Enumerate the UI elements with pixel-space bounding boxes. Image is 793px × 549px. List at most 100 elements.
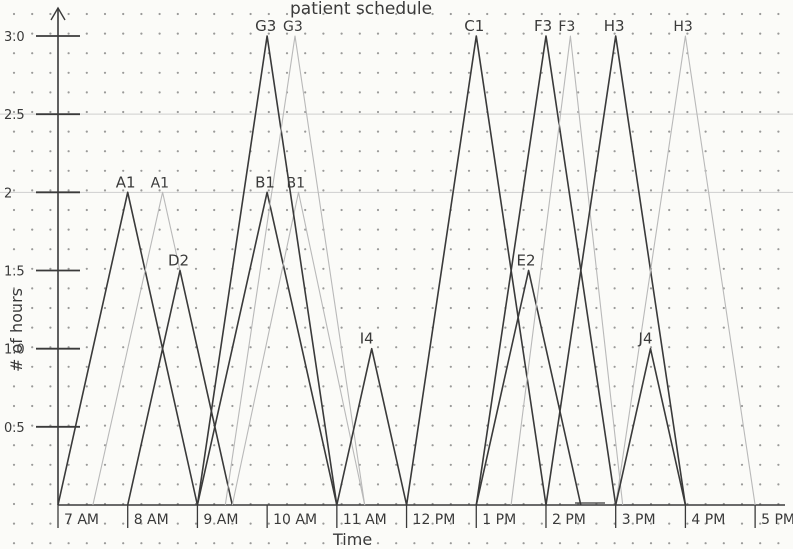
grid-dot: [231, 326, 234, 329]
grid-dot: [431, 130, 434, 133]
grid-dot: [176, 169, 179, 172]
grid-dot: [722, 130, 725, 133]
grid-dot: [413, 12, 416, 16]
grid-dot: [49, 385, 52, 388]
grid-dot: [12, 91, 16, 94]
grid-dot: [103, 306, 107, 310]
grid-dot: [213, 130, 216, 133]
grid-dot: [759, 189, 762, 192]
grid-dot: [704, 424, 707, 427]
grid-dot: [12, 130, 16, 133]
grid-dot: [158, 130, 161, 133]
grid-dot: [522, 12, 525, 16]
grid-dot: [267, 522, 270, 525]
grid-dot: [103, 248, 107, 251]
grid-dot: [49, 365, 52, 368]
grid-dot: [376, 130, 380, 133]
grid-dot: [285, 483, 289, 486]
grid-dot: [213, 71, 216, 74]
grid-dot: [668, 444, 671, 447]
grid-dot: [85, 189, 88, 192]
grid-dot: [740, 404, 744, 408]
grid-dot: [358, 346, 361, 349]
grid-dot: [467, 326, 471, 329]
grid-dot: [759, 287, 762, 290]
grid-dot: [613, 287, 616, 290]
grid-dot: [704, 267, 707, 270]
grid-dot: [376, 346, 380, 349]
grid-dot: [577, 32, 580, 35]
grid-dot: [722, 306, 725, 310]
grid-dot: [140, 424, 143, 427]
grid-dot: [504, 52, 507, 55]
y-axis-arrow: [50, 6, 66, 21]
grid-dot: [740, 287, 744, 290]
grid-dot: [85, 306, 88, 310]
grid-dot: [122, 169, 125, 172]
grid-dot: [376, 542, 380, 545]
grid-dot: [49, 542, 52, 545]
grid-dot: [631, 463, 634, 466]
grid-dot: [140, 483, 143, 486]
grid-dot: [413, 248, 416, 251]
y-tick-label: 0.5: [4, 421, 25, 436]
grid-dot: [504, 208, 507, 212]
grid-dot: [31, 542, 34, 545]
grid-dot: [176, 228, 179, 231]
grid-dot: [722, 326, 725, 329]
grid-dot: [431, 306, 434, 310]
grid-dot: [504, 110, 507, 114]
grid-dot: [540, 189, 543, 192]
grid-dot: [49, 150, 52, 153]
grid-dot: [504, 385, 507, 388]
grid-dot: [176, 150, 179, 153]
grid-dot: [631, 52, 634, 55]
grid-dot: [467, 267, 471, 270]
grid-dot: [176, 12, 179, 16]
grid-dot: [522, 71, 525, 74]
grid-dot: [67, 228, 70, 231]
grid-dot: [740, 52, 744, 55]
grid-dot: [540, 463, 543, 466]
grid-dot: [631, 306, 634, 310]
grid-dot: [231, 385, 234, 388]
grid-dot: [413, 71, 416, 74]
grid-dot: [358, 32, 361, 35]
grid-dot: [304, 130, 307, 133]
grid-dot: [777, 306, 780, 310]
grid-dot: [49, 248, 52, 251]
grid-dot: [595, 110, 598, 114]
grid-dot: [194, 267, 198, 270]
grid-dot: [577, 346, 580, 349]
grid-dot: [595, 32, 598, 35]
grid-dot: [358, 444, 361, 447]
y-axis-label: # of hours: [7, 288, 26, 372]
grid-dot: [704, 385, 707, 388]
grid-dot: [449, 12, 452, 16]
grid-dot: [467, 12, 471, 16]
grid-dot: [158, 483, 161, 486]
grid-dot: [504, 189, 507, 192]
grid-dot: [467, 32, 471, 35]
grid-dot: [413, 32, 416, 35]
grid-dot: [176, 130, 179, 133]
grid-dot: [304, 71, 307, 74]
grid-dot: [103, 150, 107, 153]
grid-dot: [322, 424, 325, 427]
grid-dot: [12, 267, 16, 270]
grid-dot: [631, 287, 634, 290]
grid-dot: [759, 326, 762, 329]
grid-dot: [194, 326, 198, 329]
grid-dot: [722, 169, 725, 172]
grid-dot: [103, 385, 107, 388]
grid-dot: [558, 542, 562, 545]
grid-dot: [722, 150, 725, 153]
grid-dot: [340, 52, 343, 55]
grid-dot: [686, 404, 689, 408]
grid-dot: [504, 542, 507, 545]
grid-dot: [467, 228, 471, 231]
grid-dot: [540, 365, 543, 368]
grid-dot: [668, 404, 671, 408]
grid-dot: [231, 208, 234, 212]
grid-dot: [431, 12, 434, 16]
